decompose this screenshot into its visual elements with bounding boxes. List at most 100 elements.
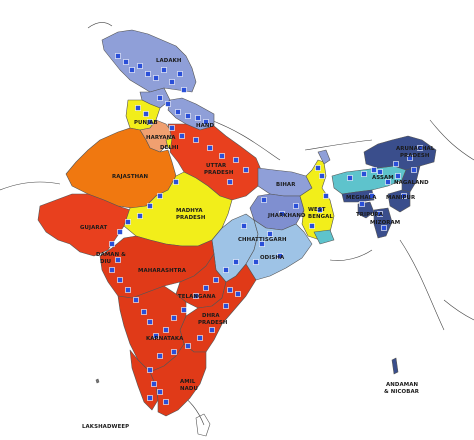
site-marker [233,157,239,163]
label-uttarakhand: HAND [196,123,214,129]
site-marker [115,53,121,59]
label-meghalaya: MEGHALA [346,195,377,201]
site-marker [173,179,179,185]
site-marker [253,259,259,265]
site-marker [163,399,169,405]
site-marker [223,303,229,309]
neighbour-outlines [0,22,474,426]
site-marker [143,111,149,117]
site-marker [157,193,163,199]
label-jharkhand: JHARKHAND [267,213,306,219]
site-marker [177,71,183,77]
site-marker [157,95,163,101]
label-mizoram: MIZORAM [370,220,400,226]
site-marker [369,193,375,199]
site-marker [161,67,167,73]
site-marker [411,167,417,173]
site-marker [315,165,321,171]
label-bihar: BIHAR [276,182,296,188]
site-marker [203,119,209,125]
site-marker [395,173,401,179]
state-labels: LADAKH PUNJAB HAND HARYANA DELHI RAJASTH… [80,58,435,430]
label-arunachal-1: ARUNACHAL [396,146,435,152]
label-andhra-1: DHRA [202,313,220,319]
label-assam: ASSAM [372,175,394,181]
label-andaman-2: & NICOBAR [384,389,420,395]
site-marker [193,137,199,143]
site-marker [185,343,191,349]
site-marker [117,277,123,283]
site-marker [135,105,141,111]
site-marker [157,389,163,395]
label-manipur: MANIPUR [386,195,416,201]
site-marker [203,285,209,291]
site-marker [153,75,159,81]
site-marker [169,125,175,131]
site-marker [165,101,171,107]
site-marker [219,153,225,159]
site-marker [185,113,191,119]
site-marker [141,309,147,315]
site-marker [123,59,129,65]
site-marker [129,67,135,73]
site-marker [171,349,177,355]
site-marker [181,87,187,93]
state-kerala [129,349,159,411]
islands-andaman [391,357,399,375]
site-marker [347,175,353,181]
label-daman-2: DIU [100,259,111,265]
site-marker [259,241,265,247]
site-marker [171,315,177,321]
site-marker [401,193,407,199]
label-delhi: DELHI [160,145,179,151]
site-marker [125,287,131,293]
state-ladakh-jk [101,29,197,93]
site-marker [309,223,315,229]
site-marker [359,201,365,207]
label-nagaland: NAGALAND [394,180,429,186]
site-marker [279,211,285,217]
site-marker [407,155,413,161]
state-arunachal [363,135,437,171]
label-tamil-nadu-2: NADU [180,386,198,392]
site-marker [197,335,203,341]
site-marker [147,319,153,325]
site-marker [241,223,247,229]
label-odisha: ODISHA [260,255,285,261]
site-marker [137,213,143,219]
site-marker [115,257,121,263]
site-marker [193,293,199,299]
site-marker [147,119,153,125]
label-west-bengal-2: BENGAL [308,214,333,220]
site-marker [147,203,153,209]
islands-lakshadweep [95,378,100,384]
site-marker [377,211,383,217]
site-marker [133,297,139,303]
site-marker [381,225,387,231]
label-uttar-pradesh-2: PRADESH [204,170,234,176]
site-marker [293,203,299,209]
label-ladakh: LADAKH [156,58,182,64]
site-marker [377,169,383,175]
site-marker [181,307,187,313]
label-rajasthan: RAJASTHAN [112,174,149,180]
label-telangana: TELANGANA [178,294,216,300]
state-odisha [245,219,313,281]
state-gujarat [37,193,131,257]
label-gujarat: GUJARAT [80,225,107,231]
label-andaman-1: ANDAMAN [386,382,418,388]
site-marker [319,173,325,179]
site-marker [169,79,175,85]
label-uttar-pradesh-1: UTTAR [206,163,227,169]
site-marker [243,167,249,173]
site-marker [147,395,153,401]
site-marker [393,161,399,167]
state-uttar-pradesh [167,123,263,201]
site-marker [277,253,283,259]
label-karnataka: KARNATAKA [146,336,184,342]
site-marker [109,267,115,273]
state-west-bengal [299,159,335,241]
site-marker [267,231,273,237]
site-marker [195,115,201,121]
